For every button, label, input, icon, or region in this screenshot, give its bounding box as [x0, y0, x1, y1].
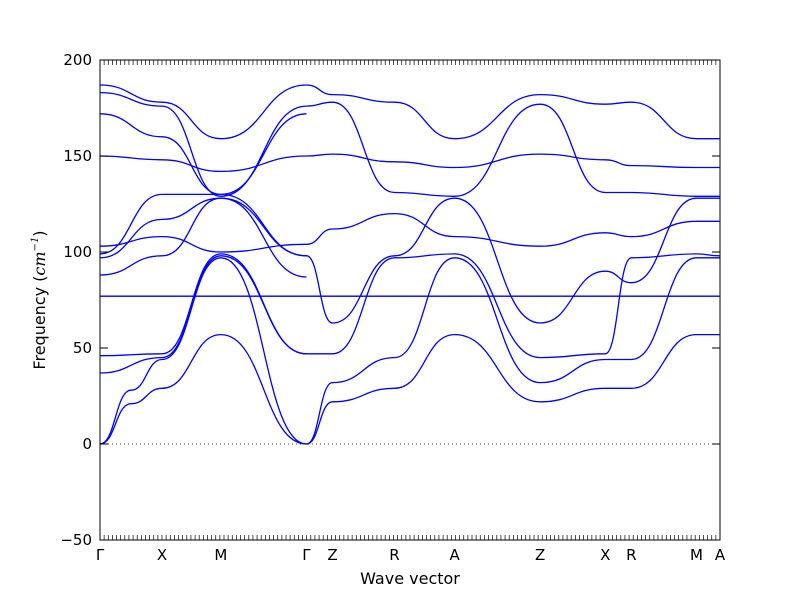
- tick-marks: [99, 60, 721, 540]
- x-tick-label: A: [450, 546, 461, 564]
- x-tick-label: A: [715, 546, 726, 564]
- y-axis-label-exp: −1: [30, 237, 41, 252]
- band-line-8: [100, 193, 307, 257]
- band-line-18: [306, 197, 720, 324]
- band-line-6: [100, 197, 307, 278]
- band-line-15: [306, 257, 720, 445]
- y-axis-label-unit: cm: [30, 251, 49, 275]
- x-tick-label: Γ: [302, 546, 311, 564]
- y-tick-label: 200: [63, 51, 92, 69]
- x-tick-label: Z: [327, 546, 337, 564]
- band-line-12: [100, 91, 307, 197]
- band-line-20: [306, 153, 720, 169]
- band-line-13: [100, 84, 307, 140]
- band-line-4: [100, 253, 307, 357]
- x-tick-label: Γ: [96, 546, 105, 564]
- x-tick-label: X: [600, 546, 610, 564]
- y-tick-label: −50: [60, 531, 92, 549]
- band-line-2: [100, 257, 307, 445]
- y-axis-label-close: ): [30, 230, 49, 236]
- y-tick-label: 50: [73, 339, 92, 357]
- band-line-1: [100, 333, 307, 445]
- x-tick-label: M: [690, 546, 703, 564]
- plot-frame-rect: [99, 59, 721, 541]
- x-tick-label: M: [214, 546, 227, 564]
- band-line-9: [100, 235, 307, 253]
- band-line-14: [306, 333, 720, 445]
- band-line-7: [100, 197, 307, 259]
- band-line-3: [100, 255, 307, 374]
- band-line-16: [306, 253, 720, 359]
- x-axis-label: Wave vector: [360, 569, 460, 588]
- x-tick-label: R: [626, 546, 636, 564]
- x-tick-label: X: [157, 546, 167, 564]
- x-tick-label: R: [389, 546, 399, 564]
- series-lines: [100, 84, 720, 445]
- band-line-19: [306, 212, 720, 247]
- y-tick-label: 150: [63, 147, 92, 165]
- y-tick-label: 100: [63, 243, 92, 261]
- band-line-10: [100, 155, 307, 173]
- x-tick-label: Z: [535, 546, 545, 564]
- band-line-22: [306, 84, 720, 140]
- y-axis-label: Frequency (cm−1): [30, 230, 49, 369]
- y-axis-label-text: Frequency (: [30, 276, 49, 370]
- band-line-21: [306, 101, 720, 197]
- band-line-11: [100, 113, 307, 196]
- plot-frame: [99, 59, 721, 541]
- y-tick-label: 0: [82, 435, 92, 453]
